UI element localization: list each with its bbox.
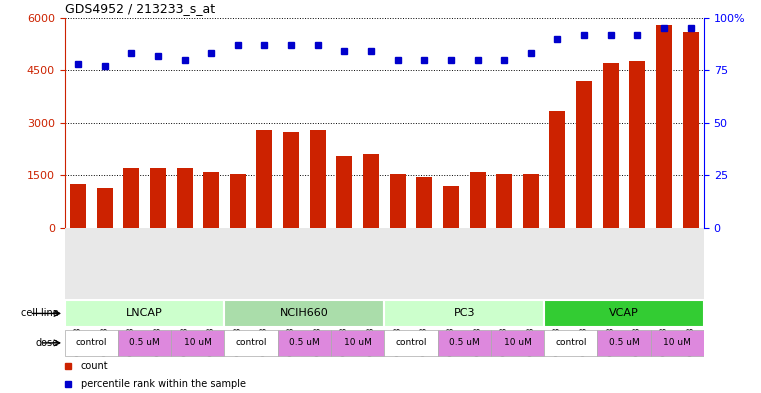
- Bar: [65, 330, 118, 356]
- Text: count: count: [81, 362, 108, 371]
- Bar: [310, 130, 326, 228]
- Bar: [123, 168, 139, 228]
- Bar: [336, 156, 352, 228]
- Text: VCAP: VCAP: [609, 309, 639, 318]
- Text: 10 uM: 10 uM: [504, 338, 531, 347]
- Bar: [283, 132, 299, 228]
- Text: 0.5 uM: 0.5 uM: [609, 338, 639, 347]
- Text: 0.5 uM: 0.5 uM: [289, 338, 320, 347]
- Bar: [443, 186, 459, 228]
- Text: control: control: [555, 338, 587, 347]
- Bar: [651, 330, 704, 356]
- Text: GDS4952 / 213233_s_at: GDS4952 / 213233_s_at: [65, 2, 215, 15]
- Bar: [523, 174, 539, 228]
- Bar: [331, 330, 384, 356]
- Bar: [629, 61, 645, 228]
- Bar: [549, 110, 565, 228]
- Bar: [203, 172, 219, 228]
- Bar: [230, 174, 246, 228]
- Bar: [416, 177, 432, 228]
- Bar: [384, 300, 544, 327]
- Text: 10 uM: 10 uM: [344, 338, 371, 347]
- Bar: [171, 330, 224, 356]
- Bar: [576, 81, 592, 228]
- Bar: [597, 330, 651, 356]
- Text: 10 uM: 10 uM: [664, 338, 691, 347]
- Bar: [491, 330, 544, 356]
- Text: percentile rank within the sample: percentile rank within the sample: [81, 379, 246, 389]
- Bar: [256, 130, 272, 228]
- Bar: [118, 330, 171, 356]
- Text: 10 uM: 10 uM: [184, 338, 212, 347]
- Bar: [544, 330, 597, 356]
- Bar: [177, 168, 193, 228]
- Text: control: control: [395, 338, 427, 347]
- Bar: [470, 172, 486, 228]
- Bar: [384, 330, 438, 356]
- Text: NCIH660: NCIH660: [280, 309, 329, 318]
- Text: control: control: [75, 338, 107, 347]
- Bar: [438, 330, 491, 356]
- Bar: [150, 168, 166, 228]
- Text: PC3: PC3: [454, 309, 475, 318]
- Bar: [224, 330, 278, 356]
- Bar: [603, 63, 619, 228]
- Bar: [544, 300, 704, 327]
- Bar: [390, 174, 406, 228]
- Bar: [496, 174, 512, 228]
- Text: dose: dose: [35, 338, 59, 348]
- Bar: [278, 330, 331, 356]
- Text: 0.5 uM: 0.5 uM: [449, 338, 479, 347]
- Text: cell line: cell line: [21, 309, 59, 318]
- Bar: [97, 187, 113, 228]
- Bar: [683, 32, 699, 228]
- Bar: [363, 154, 379, 228]
- Bar: [224, 300, 384, 327]
- Text: LNCAP: LNCAP: [126, 309, 163, 318]
- Bar: [656, 25, 672, 228]
- Text: 0.5 uM: 0.5 uM: [129, 338, 160, 347]
- Bar: [65, 300, 224, 327]
- Bar: [70, 184, 86, 228]
- Text: control: control: [235, 338, 267, 347]
